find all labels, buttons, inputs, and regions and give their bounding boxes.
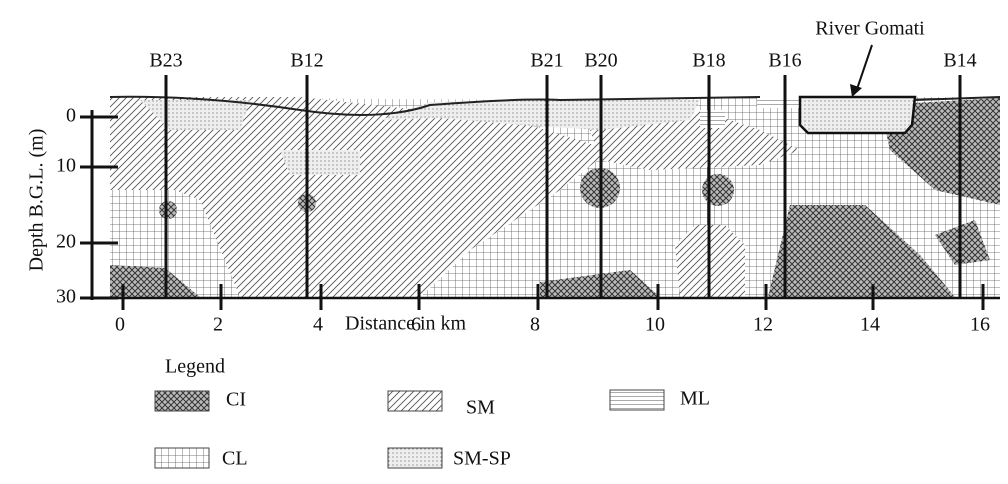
borehole-label: B12 [290,50,323,72]
sm-lens [290,212,330,252]
ci-lens [702,174,734,206]
ml-zone [757,97,800,108]
y-tick-label: 10 [56,155,76,177]
legend-label: CL [222,448,248,470]
borehole-label: B16 [768,50,801,72]
borehole-label: B14 [943,50,976,72]
x-tick-label: 10 [645,314,665,336]
borehole-label: B20 [584,50,617,72]
strata [105,45,1000,298]
legend-swatch [155,448,209,468]
x-tick-label: 12 [753,314,773,336]
x-tick-label: 2 [213,314,223,336]
legend-swatch [155,391,209,411]
legend-label: SM [466,397,495,419]
legend-label: ML [680,388,710,410]
river-arrow [856,45,872,92]
borehole-label: B23 [149,50,182,72]
x-tick-label: 8 [530,314,540,336]
x-tick-label: 16 [970,314,990,336]
legend-swatch [610,390,664,410]
y-tick-label: 20 [56,231,76,253]
river-arrowhead [850,84,862,97]
legend-label: CI [226,389,246,411]
x-tick-label: 14 [860,314,880,336]
y-tick-label: 30 [56,286,76,308]
x-axis-title: Distance in km [345,313,467,335]
sm-sp-zone [280,150,360,175]
ci-lens [159,201,177,219]
y-axis-title: Depth B.G.L. (m) [26,129,48,272]
ml-zone [700,110,725,128]
x-tick-label: 4 [313,314,323,336]
x-tick-label: 6 [411,314,421,336]
river-bed [800,97,915,133]
legend-title: Legend [165,356,225,378]
borehole-label: B21 [530,50,563,72]
legend-swatch [388,448,442,468]
y-tick-label: 0 [66,105,76,127]
legend-swatch [388,391,442,411]
borehole-label: B18 [692,50,725,72]
river-label: River Gomati [815,18,925,40]
legend-label: SM-SP [453,448,511,470]
x-tick-label: 0 [115,314,125,336]
cross-section: River Gomati Distance in km Depth B.G.L.… [0,0,1008,484]
